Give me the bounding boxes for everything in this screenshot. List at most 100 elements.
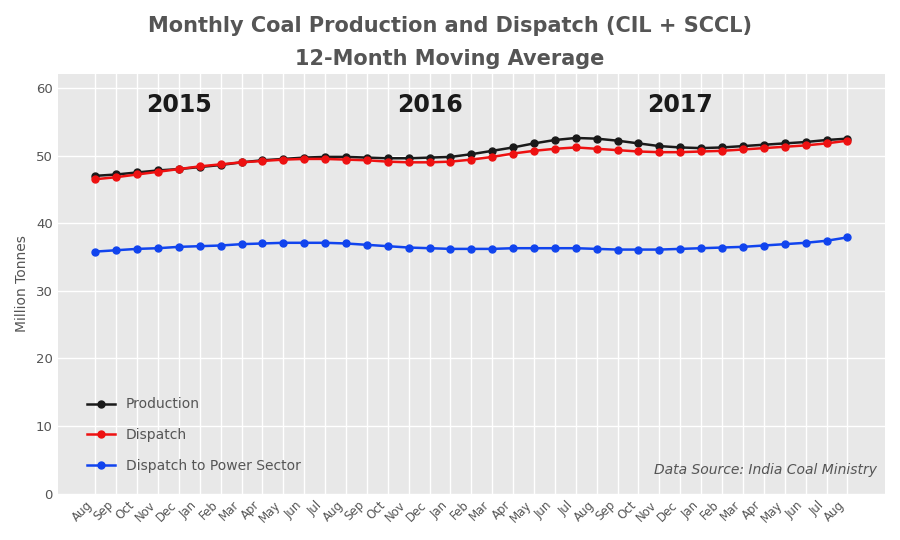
Dispatch to Power Sector — [174, 244, 184, 250]
Dispatch — [320, 156, 330, 162]
Dispatch — [131, 171, 142, 178]
Production — [528, 140, 539, 147]
Dispatch — [362, 157, 373, 164]
Production — [299, 154, 310, 161]
Legend: Production, Dispatch, Dispatch to Power Sector: Production, Dispatch, Dispatch to Power … — [81, 392, 306, 478]
Dispatch — [382, 158, 393, 165]
Dispatch — [528, 147, 539, 154]
Dispatch — [508, 150, 518, 157]
Production — [174, 166, 184, 172]
Dispatch — [779, 144, 790, 150]
Production — [215, 162, 226, 168]
Production — [654, 143, 665, 150]
Production — [779, 140, 790, 147]
Dispatch — [194, 163, 205, 170]
Dispatch to Power Sector — [445, 246, 455, 252]
Production — [320, 154, 330, 160]
Dispatch — [445, 158, 455, 165]
Production — [278, 156, 289, 162]
Dispatch — [654, 149, 665, 156]
Dispatch — [842, 138, 853, 144]
Y-axis label: Million Tonnes: Million Tonnes — [15, 235, 29, 333]
Dispatch — [633, 148, 643, 155]
Text: 2015: 2015 — [146, 93, 212, 117]
Dispatch to Power Sector — [194, 243, 205, 249]
Dispatch — [716, 147, 727, 154]
Dispatch — [174, 166, 184, 172]
Production — [131, 169, 142, 176]
Dispatch to Power Sector — [299, 240, 310, 246]
Dispatch to Power Sector — [466, 246, 477, 252]
Dispatch to Power Sector — [842, 234, 853, 241]
Dispatch — [675, 149, 686, 156]
Dispatch to Power Sector — [215, 242, 226, 249]
Dispatch to Power Sector — [759, 242, 769, 249]
Text: Monthly Coal Production and Dispatch (CIL + SCCL): Monthly Coal Production and Dispatch (CI… — [148, 16, 752, 36]
Production — [445, 154, 455, 160]
Production — [194, 164, 205, 170]
Production — [571, 135, 581, 141]
Text: 2017: 2017 — [647, 93, 713, 117]
Dispatch to Power Sector — [236, 241, 247, 247]
Production — [716, 144, 727, 151]
Dispatch — [466, 157, 477, 163]
Dispatch to Power Sector — [508, 245, 518, 252]
Dispatch — [278, 157, 289, 163]
Production — [675, 144, 686, 151]
Dispatch — [340, 157, 351, 163]
Production — [633, 140, 643, 147]
Dispatch to Power Sector — [779, 241, 790, 247]
Production — [466, 151, 477, 158]
Dispatch to Power Sector — [153, 245, 164, 252]
Dispatch — [299, 156, 310, 162]
Production — [424, 154, 435, 161]
Production — [362, 154, 373, 161]
Dispatch to Power Sector — [654, 246, 665, 253]
Dispatch — [215, 161, 226, 167]
Text: 12-Month Moving Average: 12-Month Moving Average — [295, 49, 605, 69]
Dispatch to Power Sector — [737, 244, 748, 250]
Dispatch to Power Sector — [257, 240, 268, 247]
Dispatch to Power Sector — [382, 243, 393, 249]
Production — [90, 173, 101, 179]
Dispatch to Power Sector — [487, 246, 498, 252]
Dispatch to Power Sector — [340, 240, 351, 247]
Dispatch — [591, 146, 602, 152]
Dispatch to Power Sector — [528, 245, 539, 252]
Dispatch to Power Sector — [403, 244, 414, 251]
Line: Dispatch to Power Sector: Dispatch to Power Sector — [92, 234, 850, 255]
Production — [696, 145, 706, 151]
Dispatch — [821, 140, 832, 147]
Dispatch to Power Sector — [278, 240, 289, 246]
Line: Production: Production — [92, 134, 850, 179]
Dispatch — [424, 159, 435, 166]
Dispatch — [696, 148, 706, 155]
Dispatch — [612, 147, 623, 153]
Text: Data Source: India Coal Ministry: Data Source: India Coal Ministry — [653, 463, 877, 477]
Dispatch to Power Sector — [675, 246, 686, 252]
Production — [153, 167, 164, 174]
Dispatch — [111, 174, 122, 180]
Dispatch — [90, 176, 101, 183]
Dispatch — [487, 154, 498, 160]
Dispatch — [153, 168, 164, 175]
Dispatch to Power Sector — [716, 244, 727, 251]
Production — [800, 139, 811, 145]
Dispatch to Power Sector — [550, 245, 561, 252]
Dispatch — [550, 146, 561, 152]
Dispatch — [257, 158, 268, 164]
Dispatch to Power Sector — [800, 240, 811, 246]
Production — [759, 141, 769, 148]
Dispatch to Power Sector — [320, 240, 330, 246]
Dispatch to Power Sector — [424, 245, 435, 252]
Production — [382, 155, 393, 161]
Production — [612, 138, 623, 144]
Dispatch to Power Sector — [633, 246, 643, 253]
Dispatch — [800, 142, 811, 149]
Production — [591, 136, 602, 142]
Dispatch — [403, 159, 414, 166]
Production — [737, 143, 748, 150]
Dispatch to Power Sector — [131, 246, 142, 252]
Dispatch to Power Sector — [571, 245, 581, 252]
Production — [111, 171, 122, 178]
